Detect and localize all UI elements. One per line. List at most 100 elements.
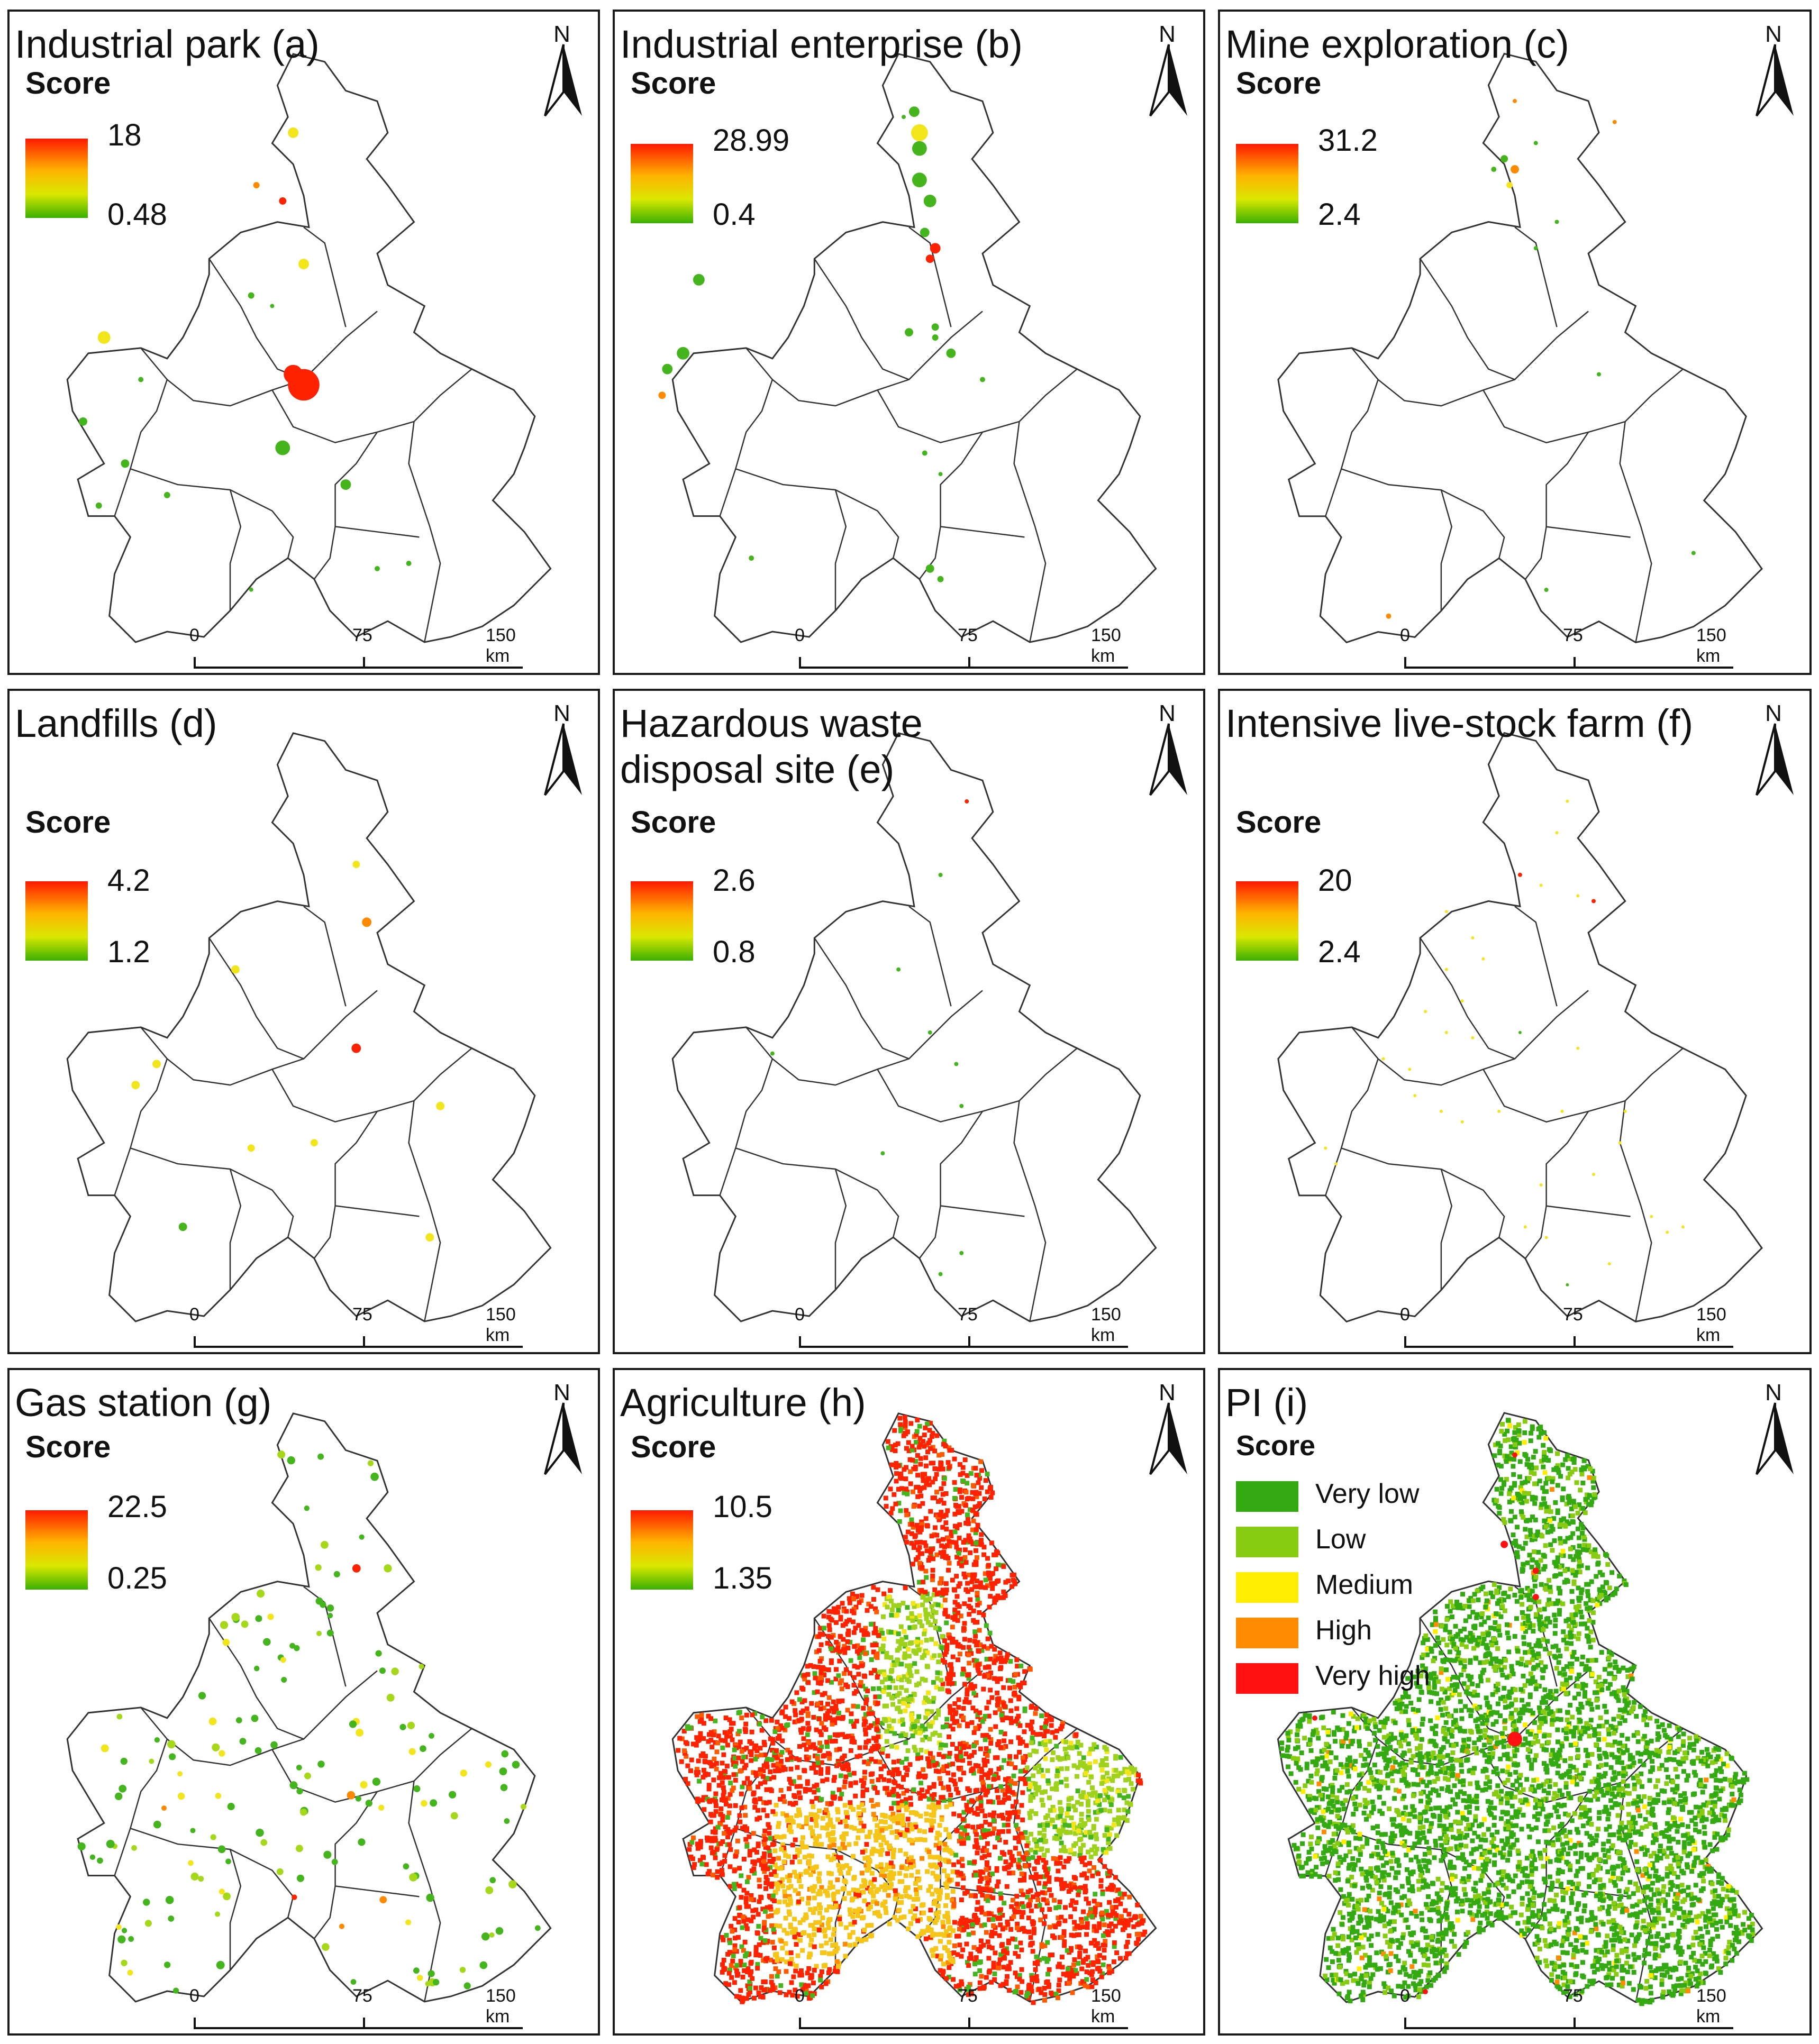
agriculture-cell [902,1467,907,1472]
agriculture-cell [739,1716,744,1720]
north-label: N [1765,21,1782,47]
agriculture-cell [993,1931,998,1936]
pi-cell [1396,1812,1402,1818]
agriculture-cell [1000,1913,1005,1918]
agriculture-cell [749,1750,754,1756]
agriculture-cell [981,1782,986,1787]
agriculture-cell [726,1810,732,1815]
agriculture-cell [766,1845,771,1850]
agriculture-cell [1067,1823,1072,1828]
agriculture-cell [954,1754,959,1759]
agriculture-cell [752,1746,757,1751]
agriculture-cell [948,1925,953,1930]
agriculture-cell [713,1740,718,1745]
agriculture-cell [1100,1971,1105,1976]
agriculture-cell [1088,1854,1094,1859]
gas-station-marker [287,1456,295,1465]
pi-cell [1351,1978,1356,1983]
agriculture-cell [971,1658,977,1663]
agriculture-cell [823,1963,828,1968]
agriculture-cell [932,1448,938,1454]
agriculture-cell [987,1486,993,1491]
agriculture-cell [994,1788,999,1793]
agriculture-cell [858,1890,863,1895]
agriculture-cell [1054,1744,1059,1749]
agriculture-cell [990,1800,996,1805]
agriculture-cell [767,1776,772,1782]
gas-station-marker [367,1460,374,1466]
agriculture-cell [765,1764,770,1769]
agriculture-cell [747,1739,752,1744]
agriculture-cell [972,1829,978,1834]
agriculture-cell [983,1577,988,1583]
agriculture-cell [858,1683,863,1688]
county-boundary [1524,1791,1589,1940]
agriculture-cell [945,1556,951,1561]
agriculture-cell [767,1800,772,1805]
agriculture-cell [923,1612,929,1617]
agriculture-cell [1056,1922,1061,1927]
county-boundary [719,379,774,517]
agriculture-cell [930,1614,935,1619]
county-boundary [140,348,304,407]
agriculture-cell [933,1730,938,1736]
agriculture-cell [843,1954,848,1959]
agriculture-cell [961,1716,966,1720]
agriculture-cell [836,1673,841,1678]
agriculture-cell [978,1878,983,1884]
agriculture-cell [971,1744,976,1749]
agriculture-cell [705,1872,711,1877]
agriculture-cell [937,1512,942,1517]
agriculture-cell [811,1869,816,1874]
agriculture-cell [729,1721,734,1726]
agriculture-cell [932,1862,937,1867]
site-marker [1533,141,1538,145]
agriculture-cell [985,1753,990,1758]
gas-station-marker [128,1936,134,1942]
agriculture-cell [1106,1837,1111,1842]
agriculture-cell [822,1691,827,1696]
agriculture-cell [906,1926,911,1931]
agriculture-cell [782,1889,787,1894]
agriculture-cell [1076,1892,1081,1897]
gas-station-marker [267,1613,274,1620]
agriculture-cell [996,1829,1002,1835]
agriculture-cell [953,1613,958,1619]
agriculture-cell [1069,1795,1074,1801]
agriculture-cell [925,1928,930,1933]
agriculture-cell [941,1785,946,1791]
agriculture-cell [959,1831,965,1837]
agriculture-cell [899,1685,904,1690]
agriculture-cell [863,1651,868,1656]
scale-zero: 0 [795,1304,805,1325]
agriculture-cell [939,1603,944,1609]
pi-cell [1416,1859,1421,1864]
agriculture-cell [973,1466,978,1471]
agriculture-cell [961,1540,966,1545]
agriculture-cell [831,1699,836,1704]
agriculture-cell [711,1777,716,1783]
gas-station-marker [333,1571,340,1577]
agriculture-cell [848,1781,853,1786]
agriculture-cell [1078,1885,1084,1891]
agriculture-cell [804,1815,809,1820]
agriculture-cell [929,1805,934,1810]
agriculture-cell [884,1910,889,1915]
agriculture-cell [1042,1914,1048,1919]
agriculture-cell [1079,1873,1085,1878]
agriculture-cell [764,1760,769,1765]
agriculture-cell [889,1608,895,1613]
pi-cell [1488,1805,1493,1810]
agriculture-cell [1086,1849,1090,1855]
agriculture-cell [923,1727,928,1731]
agriculture-cell [917,1561,922,1566]
agriculture-cell [1097,1902,1103,1908]
agriculture-cell [977,1475,983,1481]
agriculture-cell [1004,1655,1009,1660]
agriculture-cell [905,1647,911,1652]
agriculture-cell [970,1527,975,1532]
agriculture-cell [1084,1768,1089,1773]
agriculture-cell [1002,1704,1007,1709]
agriculture-cell [1022,1929,1027,1934]
agriculture-cell [965,1960,970,1965]
